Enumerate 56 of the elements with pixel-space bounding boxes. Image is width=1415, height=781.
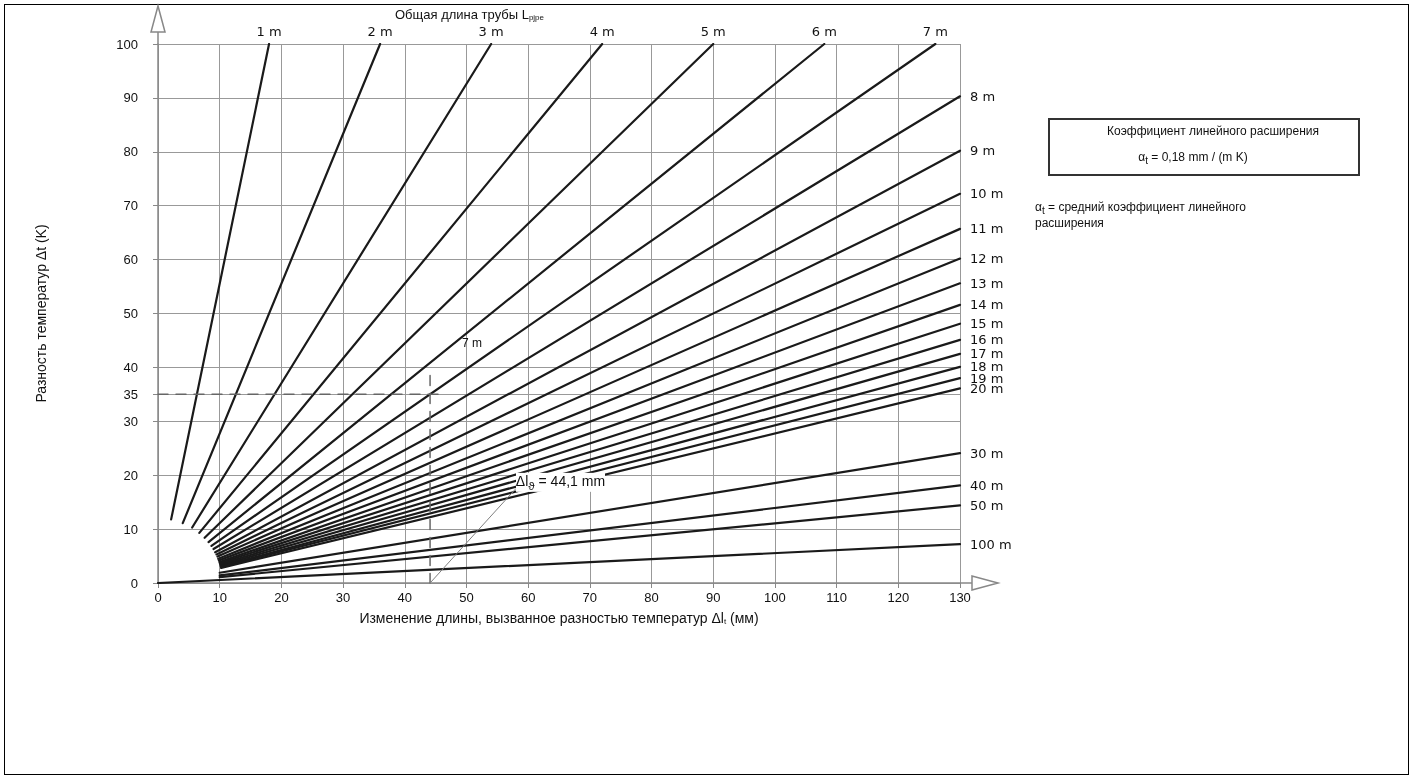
series-label: 15 m bbox=[970, 316, 1004, 332]
series-label: 50 m bbox=[970, 497, 1004, 513]
annotation: 7 m bbox=[462, 336, 483, 350]
x-tick-label: 0 bbox=[154, 590, 162, 605]
series-label: 17 m bbox=[970, 346, 1004, 362]
y-tick-label: 80 bbox=[123, 144, 138, 160]
y-tick-label: 10 bbox=[123, 521, 138, 537]
text: α$_{t}$ = 0,18 mm / (m K) bbox=[1137, 150, 1249, 167]
y-tick-label: 35 bbox=[123, 386, 138, 402]
y-tick-label: 0 bbox=[130, 575, 138, 591]
x-tick-label: 120 bbox=[887, 590, 910, 605]
y-tick-label: 100 bbox=[116, 36, 138, 52]
y-tick-label: 50 bbox=[123, 306, 138, 321]
y-tick-label: 70 bbox=[123, 198, 138, 214]
series-label: 6 m bbox=[811, 24, 837, 39]
text: Коэффициент линейного расширения bbox=[1106, 124, 1320, 138]
chart-title: Общая длина трубы Lpjpe bbox=[395, 6, 545, 22]
series-label: 18 m bbox=[970, 359, 1004, 375]
x-tick-label: 70 bbox=[582, 590, 598, 605]
series-label: 10 m bbox=[970, 186, 1004, 202]
x-tick-label: 40 bbox=[397, 590, 412, 605]
series-label: 4 m bbox=[589, 24, 615, 39]
text: α$_{t}$ = средний коэффициент линейного расширения bbox=[1035, 200, 1247, 231]
x-tick-label: 20 bbox=[274, 590, 289, 605]
series-label: 30 m bbox=[970, 445, 1004, 461]
x-tick-label: 60 bbox=[520, 590, 536, 605]
x-tick-label: 90 bbox=[706, 590, 721, 605]
series-label: 11 m bbox=[970, 221, 1004, 237]
x-tick-label: 50 bbox=[459, 590, 474, 605]
series-label: 13 m bbox=[970, 275, 1004, 291]
x-tick-label: 110 bbox=[826, 590, 847, 605]
series-label: 12 m bbox=[970, 251, 1004, 267]
series-label: 14 m bbox=[970, 297, 1004, 313]
series-label: 16 m bbox=[970, 332, 1004, 348]
x-tick-label: 80 bbox=[644, 590, 659, 605]
x-axis-title: Изменение длины, вызванное разностью температур Δlt (мм) bbox=[359, 610, 759, 626]
series-label: 7 m bbox=[922, 24, 948, 39]
series-label: 8 m bbox=[970, 88, 996, 104]
series-label: 5 m bbox=[700, 24, 726, 39]
x-tick-label: 130 bbox=[949, 590, 971, 605]
y-tick-label: 30 bbox=[123, 413, 138, 429]
annotation: Δl$_{ϑ}$ = 44,1 mm bbox=[515, 472, 606, 492]
y-tick-label: 60 bbox=[123, 252, 138, 268]
y-tick-label: 40 bbox=[123, 359, 138, 375]
series-label: 2 m bbox=[367, 24, 393, 39]
x-tick-label: 10 bbox=[212, 590, 227, 605]
series-label: 9 m bbox=[970, 143, 996, 159]
y-tick-label: 20 bbox=[123, 467, 138, 483]
series-label: 1 m bbox=[256, 24, 282, 39]
y-tick-label: 90 bbox=[123, 90, 138, 106]
series-label: 40 m bbox=[970, 477, 1004, 493]
series-label: 100 m bbox=[970, 536, 1012, 552]
series-label: 3 m bbox=[478, 24, 504, 39]
x-tick-label: 100 bbox=[764, 590, 786, 605]
y-axis-title: Разность температур Δt (K) bbox=[33, 224, 49, 403]
x-tick-label: 30 bbox=[335, 590, 351, 605]
